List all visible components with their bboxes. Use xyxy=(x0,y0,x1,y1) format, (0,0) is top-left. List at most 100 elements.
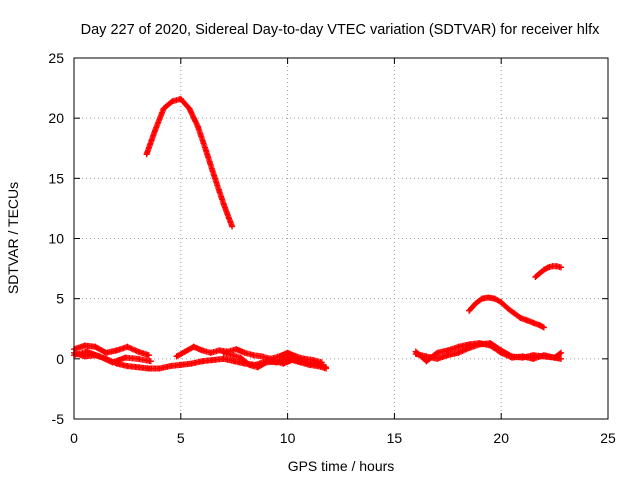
data-point xyxy=(199,358,206,365)
data-point xyxy=(540,266,547,273)
y-tick-label: 5 xyxy=(56,291,64,307)
data-point xyxy=(271,358,278,365)
data-point xyxy=(147,358,154,365)
data-point xyxy=(558,349,565,356)
data-point xyxy=(412,348,419,355)
data-point xyxy=(540,352,547,359)
data-point xyxy=(194,123,201,130)
series-arc-10 xyxy=(532,263,565,281)
data-series xyxy=(71,95,565,372)
data-point xyxy=(284,349,291,356)
data-point xyxy=(246,361,253,368)
x-tick-label: 15 xyxy=(387,430,403,446)
data-point xyxy=(466,307,473,314)
data-point xyxy=(188,360,195,367)
data-point xyxy=(498,299,505,306)
data-point xyxy=(156,365,163,372)
y-tick-label: 20 xyxy=(48,110,64,126)
data-point xyxy=(485,294,492,301)
data-point xyxy=(553,263,560,270)
data-point xyxy=(536,322,543,329)
data-point xyxy=(209,357,216,364)
data-point xyxy=(216,347,223,354)
data-point xyxy=(233,346,240,353)
data-point xyxy=(472,300,479,307)
data-point xyxy=(177,361,184,368)
data-point xyxy=(135,364,142,371)
data-point xyxy=(83,348,90,355)
data-point xyxy=(455,343,462,350)
data-point xyxy=(323,365,330,372)
data-point xyxy=(124,343,131,350)
series-arc-6 xyxy=(220,349,330,372)
data-point xyxy=(530,355,537,362)
series-arc-9 xyxy=(466,294,547,331)
data-point xyxy=(186,105,193,112)
data-point xyxy=(92,343,99,350)
data-point xyxy=(122,354,129,361)
data-point xyxy=(211,175,218,182)
data-point xyxy=(540,324,547,331)
data-point xyxy=(530,319,537,326)
data-point xyxy=(558,264,565,271)
x-tick-label: 5 xyxy=(177,430,185,446)
data-point xyxy=(103,349,110,356)
data-point xyxy=(551,354,558,361)
data-point xyxy=(314,363,321,370)
axis-ticks: 0 5 10 15 20 25 -5 0 5 10 15 20 25 xyxy=(48,50,616,446)
data-point xyxy=(199,347,206,354)
data-point xyxy=(280,360,287,367)
data-point xyxy=(135,355,142,362)
data-point xyxy=(145,352,152,359)
x-axis-label: GPS time / hours xyxy=(288,458,395,474)
y-axis-label: SDTVAR / TECUs xyxy=(5,182,21,294)
y-tick-label: 10 xyxy=(48,231,64,247)
data-point xyxy=(167,363,174,370)
data-point xyxy=(288,357,295,364)
data-point xyxy=(81,353,88,360)
data-point xyxy=(250,352,257,359)
data-point xyxy=(536,270,543,277)
data-point xyxy=(124,363,131,370)
data-point xyxy=(532,274,539,281)
data-point xyxy=(220,349,227,356)
data-point xyxy=(310,357,317,364)
data-point xyxy=(487,342,494,349)
data-point xyxy=(444,347,451,354)
data-point xyxy=(81,342,88,349)
data-point xyxy=(263,359,270,366)
y-tick-label: -5 xyxy=(52,411,65,427)
data-point xyxy=(231,358,238,365)
data-point xyxy=(145,365,152,372)
x-tick-label: 20 xyxy=(493,430,509,446)
data-point xyxy=(160,105,167,112)
data-point xyxy=(237,354,244,361)
x-tick-label: 25 xyxy=(600,430,616,446)
data-point xyxy=(508,354,515,361)
data-point xyxy=(523,317,530,324)
data-point xyxy=(517,314,524,321)
series-arc-1 xyxy=(143,95,236,230)
data-point xyxy=(220,200,227,207)
data-point xyxy=(182,348,189,355)
data-point xyxy=(169,98,176,105)
data-point xyxy=(466,341,473,348)
data-point xyxy=(207,349,214,356)
x-tick-label: 0 xyxy=(70,430,78,446)
data-point xyxy=(229,352,236,359)
data-point xyxy=(241,349,248,356)
chart-title: Day 227 of 2020, Sidereal Day-to-day VTE… xyxy=(81,22,600,38)
y-tick-label: 0 xyxy=(56,351,64,367)
data-point xyxy=(173,353,180,360)
x-tick-label: 10 xyxy=(280,430,296,446)
data-point xyxy=(152,127,159,134)
data-point xyxy=(434,349,441,356)
data-point xyxy=(220,355,227,362)
data-point xyxy=(558,355,565,362)
data-point xyxy=(258,353,265,360)
data-point xyxy=(276,353,283,360)
data-point xyxy=(96,353,103,360)
data-point xyxy=(476,340,483,347)
